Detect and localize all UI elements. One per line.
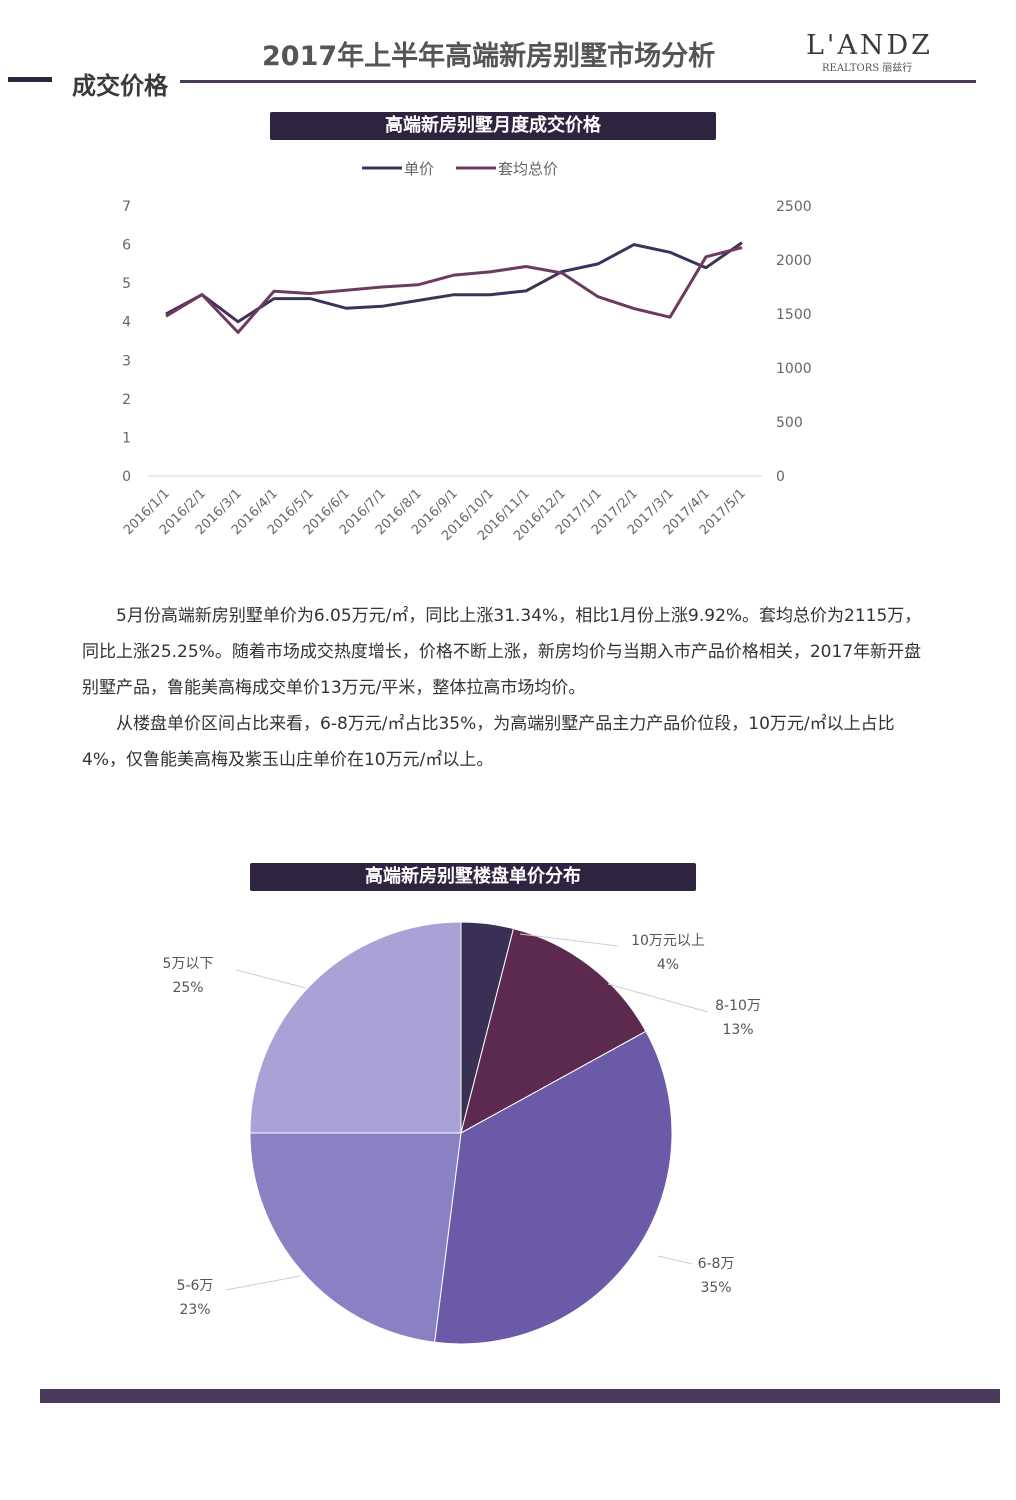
footer-bar	[40, 1389, 1000, 1403]
legend-label-total-price: 套均总价	[498, 160, 558, 178]
y-left-tick-label: 4	[122, 315, 131, 331]
y-left-tick-label: 5	[122, 276, 131, 292]
y-left-tick-label: 1	[122, 430, 131, 446]
legend-label-unit-price: 单价	[404, 160, 434, 178]
pie-label-category: 5万以下	[163, 956, 214, 972]
y-left-tick-label: 6	[122, 238, 131, 254]
paragraph-price-trend: 5月份高端新房别墅单价为6.05万元/㎡，同比上涨31.34%，相比1月份上涨9…	[82, 606, 922, 698]
pie-leader-line	[607, 983, 709, 1013]
y-right-tick-label: 2000	[776, 253, 812, 269]
pie-label-category: 6-8万	[698, 1256, 735, 1272]
y-left-tick-label: 0	[122, 469, 131, 485]
pie-slice	[249, 1132, 462, 1343]
brand-logo-subtitle: REALTORS 丽兹行	[822, 63, 913, 74]
pie-slice	[434, 1030, 673, 1345]
pie-leader-line	[657, 1255, 693, 1265]
y-right-tick-label: 2500	[776, 199, 812, 215]
page-title: 2017年上半年高端新房别墅市场分析	[262, 41, 716, 72]
line-chart-title: 高端新房别墅月度成交价格	[270, 112, 716, 140]
pie-label-category: 10万元以上	[631, 933, 705, 949]
pie-slice	[249, 921, 462, 1134]
y-left-tick-label: 7	[122, 199, 131, 215]
pie-leader-line	[225, 1275, 301, 1291]
pie-chart: 10万元以上 4% 8-10万 13% 6-8万 35% 5-6万 23% 5万以下 25%	[163, 921, 761, 1345]
pie-leader-line	[519, 933, 619, 947]
series-line-unit-price	[165, 241, 743, 324]
pie-chart-title: 高端新房别墅楼盘单价分布	[250, 863, 696, 891]
pie-label-percent: 25%	[172, 980, 203, 996]
y-right-tick-label: 1000	[776, 361, 812, 377]
pie-slice	[460, 927, 647, 1134]
pie-label-category: 5-6万	[177, 1278, 214, 1294]
brand-logo: L'ANDZ	[806, 30, 933, 61]
section-divider	[180, 80, 976, 83]
pie-label-category: 8-10万	[715, 998, 761, 1014]
y-right-tick-label: 0	[776, 469, 785, 485]
pie-leader-line	[235, 969, 307, 989]
y-left-tick-label: 2	[122, 392, 131, 408]
pie-label-percent: 4%	[657, 957, 679, 973]
analysis-text: 5月份高端新房别墅单价为6.05万元/㎡，同比上涨31.34%，相比1月份上涨9…	[82, 598, 924, 778]
pie-label-percent: 35%	[700, 1280, 731, 1296]
section-title: 成交价格	[72, 72, 168, 100]
paragraph-price-distribution: 从楼盘单价区间占比来看，6-8万元/㎡占比35%，为高端别墅产品主力产品价位段，…	[82, 714, 895, 770]
section-marker	[8, 77, 52, 82]
y-left-tick-label: 3	[122, 353, 131, 369]
pie-label-percent: 23%	[179, 1302, 210, 1318]
y-right-tick-label: 500	[776, 415, 803, 431]
series-line-total-price	[165, 246, 743, 334]
pie-label-percent: 13%	[722, 1022, 753, 1038]
y-right-tick-label: 1500	[776, 307, 812, 323]
